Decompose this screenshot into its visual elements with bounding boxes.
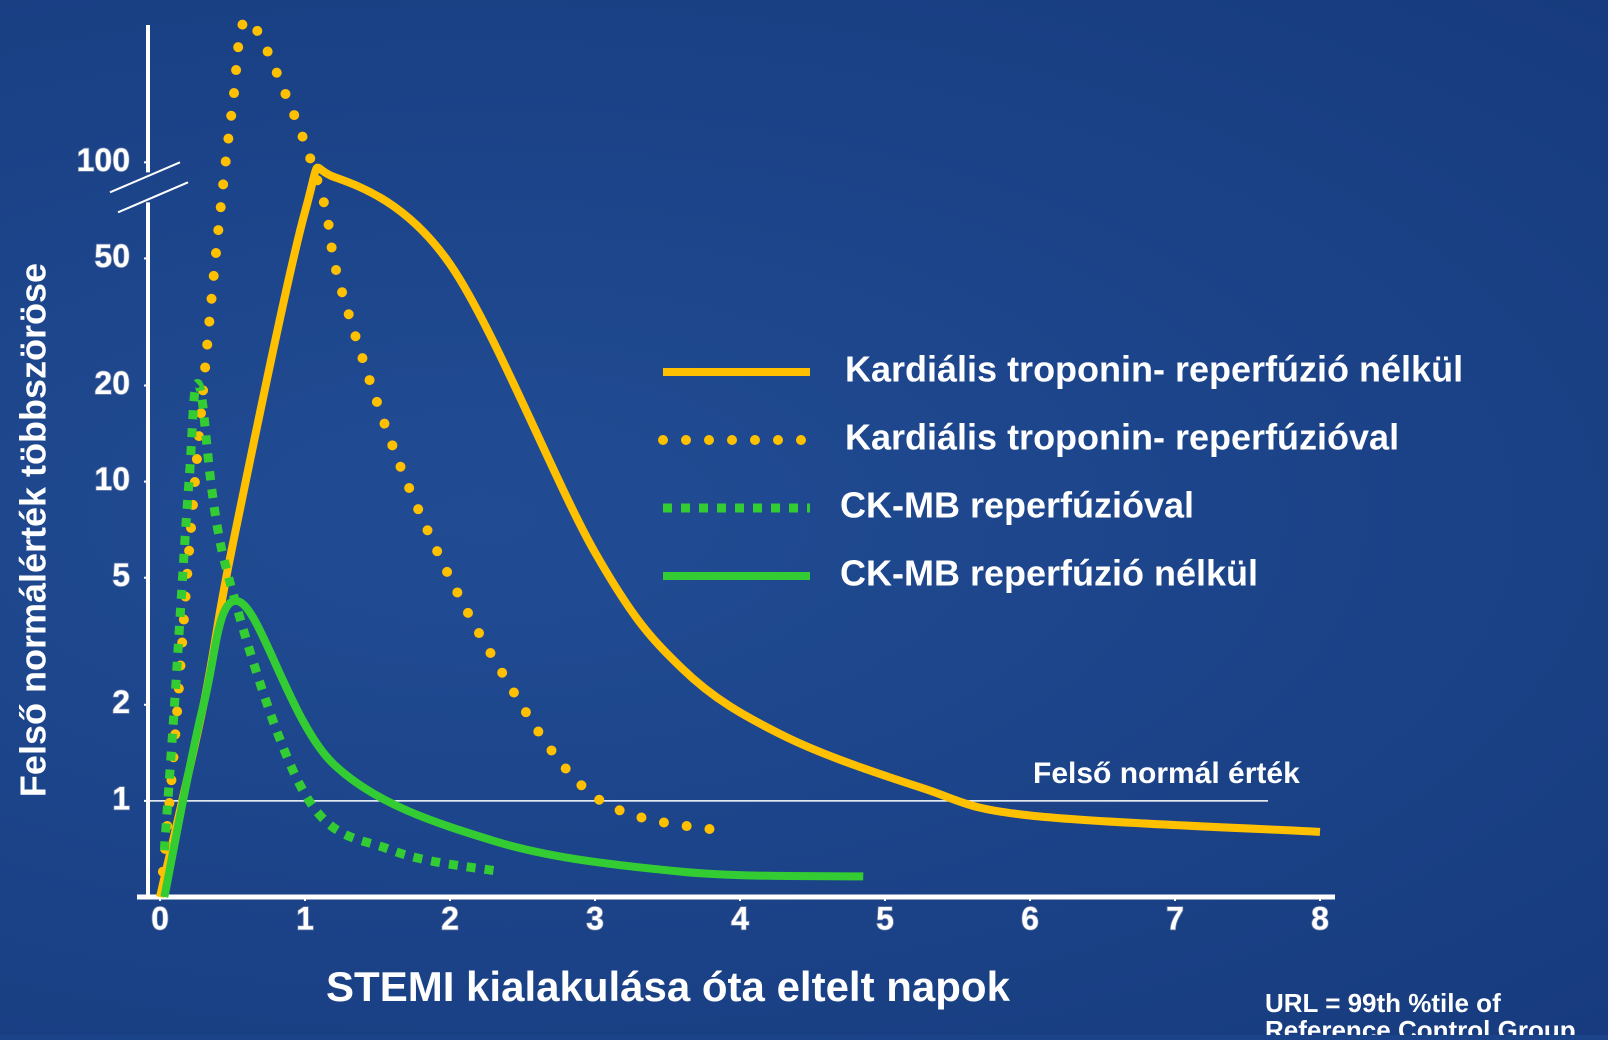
axis-break [109,161,181,194]
series-line [159,378,502,877]
footnote: Reference Control Group [1265,1015,1576,1035]
x-tick-label: 2 [441,900,459,936]
y-axis-title: Felső normálérték többszöröse [13,263,54,797]
footnote: URL = 99th %tile of [1265,988,1501,1018]
legend-label: Kardiális troponin- reperfúzió nélkül [845,349,1463,390]
y-tick-label: 2 [112,684,130,720]
y-tick-label: 20 [94,365,130,401]
x-tick-label: 5 [876,900,894,936]
x-tick-label: 3 [586,900,604,936]
x-tick-label: 1 [296,900,314,936]
x-tick-label: 4 [731,900,749,936]
y-tick-label: 10 [94,461,130,497]
legend-label: Kardiális troponin- reperfúzióval [845,417,1399,458]
legend-label: CK-MB reperfúzióval [840,485,1194,526]
y-tick-label: 1 [112,780,130,816]
axis-break [117,181,189,214]
x-tick-label: 6 [1021,900,1039,936]
x-tick-label: 7 [1166,900,1184,936]
series-line [160,596,864,898]
x-tick-label: 8 [1311,900,1329,936]
y-tick-label: 5 [112,557,130,593]
x-axis-title: STEMI kialakulása óta eltelt napok [326,963,1011,1010]
y-tick-label: 100 [77,142,130,178]
y-tick-label: 50 [94,238,130,274]
legend-label: CK-MB reperfúzió nélkül [840,553,1258,594]
reference-label: Felső normál érték [1033,757,1300,790]
series-line [157,14,731,877]
x-tick-label: 0 [151,900,169,936]
